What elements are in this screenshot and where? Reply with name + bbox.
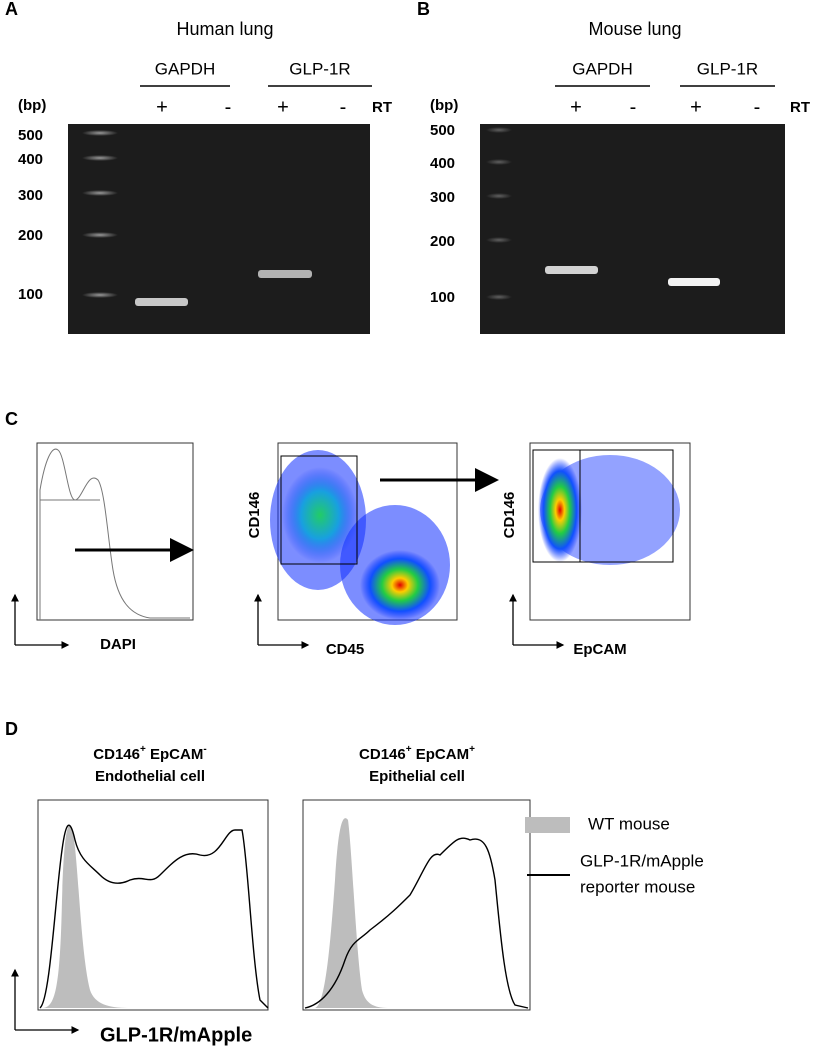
panel-label: D [5, 719, 18, 739]
rt-mark: + [156, 96, 168, 118]
rt-mark: - [225, 96, 232, 118]
ladder-label: 400 [430, 155, 455, 172]
gene-label: GAPDH [155, 59, 215, 78]
plot-title: CD146+ EpCAM+ [359, 744, 475, 763]
gel-title: Mouse lung [588, 19, 681, 39]
gel-title: Human lung [176, 19, 273, 39]
x-axis-label: DAPI [100, 636, 136, 653]
ladder-label: 500 [430, 122, 455, 139]
epcam-scatter [509, 442, 691, 649]
pcr-band [545, 266, 598, 274]
pcr-band [258, 270, 312, 278]
ladder-band [82, 190, 118, 196]
ladder-band [486, 159, 512, 165]
rt-label: RT [372, 99, 392, 116]
rt-mark: - [630, 96, 637, 118]
panel-label: A [5, 0, 18, 19]
plot-subtitle: Endothelial cell [95, 768, 205, 785]
ladder-band [82, 292, 118, 298]
rt-mark: + [570, 96, 582, 118]
pcr-band [135, 298, 188, 306]
size-unit: (bp) [430, 97, 458, 114]
panel-label: C [5, 409, 18, 429]
ladder-label: 100 [18, 286, 43, 303]
rt-mark: - [340, 96, 347, 118]
ladder-label: 200 [430, 233, 455, 250]
x-axis-label: CD45 [326, 641, 364, 658]
panel-label: B [417, 0, 430, 19]
ladder-band [82, 232, 118, 238]
ladder-band [486, 237, 512, 243]
ladder-label: 200 [18, 227, 43, 244]
rt-mark: + [690, 96, 702, 118]
gene-label: GLP-1R [289, 59, 350, 78]
legend-label: reporter mouse [580, 877, 695, 896]
ladder-band [82, 155, 118, 161]
x-axis-label: GLP-1R/mApple [100, 1024, 252, 1046]
ladder-label: 400 [18, 151, 43, 168]
ladder-label: 300 [430, 189, 455, 206]
legend-swatch [525, 817, 570, 833]
plot-title: CD146+ EpCAM- [93, 744, 206, 763]
rt-label: RT [790, 99, 810, 116]
y-axis-label: CD146 [246, 492, 263, 539]
ladder-band [486, 127, 512, 133]
plot-subtitle: Epithelial cell [369, 768, 465, 785]
gel [68, 124, 370, 334]
ladder-band [486, 294, 512, 300]
y-axis-label: CD146 [501, 492, 518, 539]
ladder-band [82, 130, 118, 136]
ladder-label: 500 [18, 127, 43, 144]
legend-label: GLP-1R/mApple [580, 851, 704, 870]
endothelial-histogram [37, 799, 269, 1011]
pcr-band [668, 278, 720, 286]
gene-label: GAPDH [572, 59, 632, 78]
rt-mark: - [754, 96, 761, 118]
cd45-scatter [254, 442, 499, 649]
dapi-histogram [11, 442, 194, 649]
rt-mark: + [277, 96, 289, 118]
x-axis-label: EpCAM [573, 641, 626, 658]
gene-label: GLP-1R [697, 59, 758, 78]
gel [480, 124, 785, 334]
epithelial-histogram [302, 799, 531, 1011]
size-unit: (bp) [18, 97, 46, 114]
ladder-label: 100 [430, 289, 455, 306]
ladder-band [486, 193, 512, 199]
legend-label: WT mouse [588, 814, 670, 833]
ladder-label: 300 [18, 187, 43, 204]
